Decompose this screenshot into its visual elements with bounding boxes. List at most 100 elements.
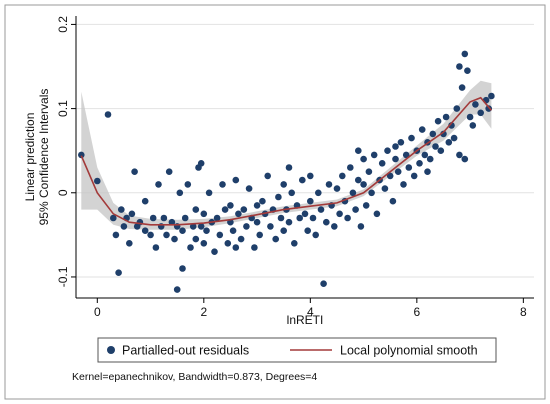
residual-point: [110, 214, 117, 222]
residual-point: [299, 176, 306, 184]
residual-point: [179, 227, 186, 234]
residual-point: [237, 235, 245, 243]
residual-point: [400, 181, 407, 188]
residual-point: [115, 269, 122, 277]
y-axis-ticks: -0.1 0 0.1 0.2: [56, 16, 76, 287]
residual-point: [229, 227, 237, 234]
residual-point: [192, 235, 200, 243]
y-tick-label: 0.1: [56, 100, 70, 117]
residual-point: [259, 197, 266, 205]
residual-point: [378, 160, 386, 167]
residual-point: [325, 181, 333, 188]
residual-point: [472, 101, 479, 108]
residual-point: [147, 231, 154, 239]
residual-point: [331, 223, 338, 230]
residual-point: [307, 197, 314, 205]
residual-point: [461, 155, 469, 163]
residual-point: [429, 130, 437, 138]
residual-point: [392, 143, 399, 150]
residual-point: [165, 168, 173, 175]
x-tick-label: 4: [307, 305, 314, 319]
residual-point: [197, 223, 205, 230]
residual-point: [365, 168, 373, 175]
residual-point: [94, 177, 101, 185]
residual-point: [426, 155, 434, 163]
residual-point: [216, 231, 224, 239]
residual-point: [285, 164, 293, 171]
residual-point: [469, 122, 477, 129]
residual-point: [205, 189, 213, 197]
residual-point: [126, 240, 133, 247]
residual-point: [349, 189, 357, 197]
residual-point: [118, 206, 125, 213]
residual-point: [402, 151, 410, 159]
residual-point: [131, 168, 138, 175]
y-tick-label: 0: [56, 189, 70, 196]
residual-point: [362, 202, 370, 209]
residual-point: [464, 67, 471, 74]
residual-point: [320, 280, 327, 288]
x-tick-label: 6: [413, 305, 420, 319]
residual-point: [163, 231, 170, 239]
residual-point: [373, 210, 381, 218]
residual-point: [477, 109, 485, 117]
smooth-line-layer: [80, 96, 493, 226]
residual-point: [301, 210, 309, 218]
residual-point: [458, 84, 466, 91]
residual-point: [456, 151, 463, 159]
residual-point: [368, 189, 375, 197]
residual-point: [434, 117, 442, 125]
residual-point: [219, 181, 226, 188]
residual-point: [243, 223, 250, 230]
residual-point: [347, 164, 354, 171]
residual-point: [112, 231, 120, 239]
residual-point: [442, 113, 450, 121]
residual-point: [405, 164, 413, 171]
residual-point: [221, 206, 229, 213]
residual-point: [448, 122, 455, 129]
residual-point: [277, 214, 285, 222]
residual-point: [333, 185, 341, 192]
residual-point: [488, 92, 495, 100]
x-tick-label: 0: [94, 305, 101, 319]
residual-point: [171, 235, 178, 243]
residual-point: [466, 113, 474, 121]
legend-points-marker: [107, 346, 115, 354]
residual-point: [288, 189, 296, 197]
residual-point: [176, 189, 184, 197]
residual-point: [227, 202, 234, 209]
residual-point: [256, 231, 264, 239]
residual-point: [381, 185, 389, 192]
residual-point: [312, 231, 320, 239]
residual-point: [408, 134, 415, 142]
residual-point: [360, 155, 367, 163]
y-tick-label: -0.1: [56, 266, 70, 287]
residual-point: [394, 168, 402, 175]
residual-point: [456, 63, 463, 70]
residual-point: [437, 147, 445, 154]
residual-point: [253, 218, 261, 226]
residual-point: [315, 189, 322, 197]
residual-point: [323, 218, 330, 226]
x-axis-ticks: 0 2 4 6 8: [94, 298, 527, 319]
legend-line-label: Local polynomial smooth: [340, 344, 478, 358]
residual-point: [104, 111, 112, 118]
residual-point: [155, 181, 162, 188]
residual-point: [272, 235, 280, 243]
residual-point: [317, 206, 325, 213]
residual-point: [307, 172, 314, 180]
x-axis-title: lnRETI: [287, 313, 324, 327]
residual-point: [309, 214, 317, 222]
residual-point: [251, 244, 258, 251]
residual-point: [389, 197, 397, 205]
residual-point: [197, 160, 205, 167]
residual-point: [187, 244, 194, 251]
residual-point: [291, 240, 298, 247]
residual-point: [453, 105, 461, 112]
residual-point: [440, 130, 447, 138]
residual-point: [339, 172, 346, 180]
y-axis-title-line-1: Linear prediction: [23, 113, 37, 202]
residual-point: [461, 50, 469, 58]
